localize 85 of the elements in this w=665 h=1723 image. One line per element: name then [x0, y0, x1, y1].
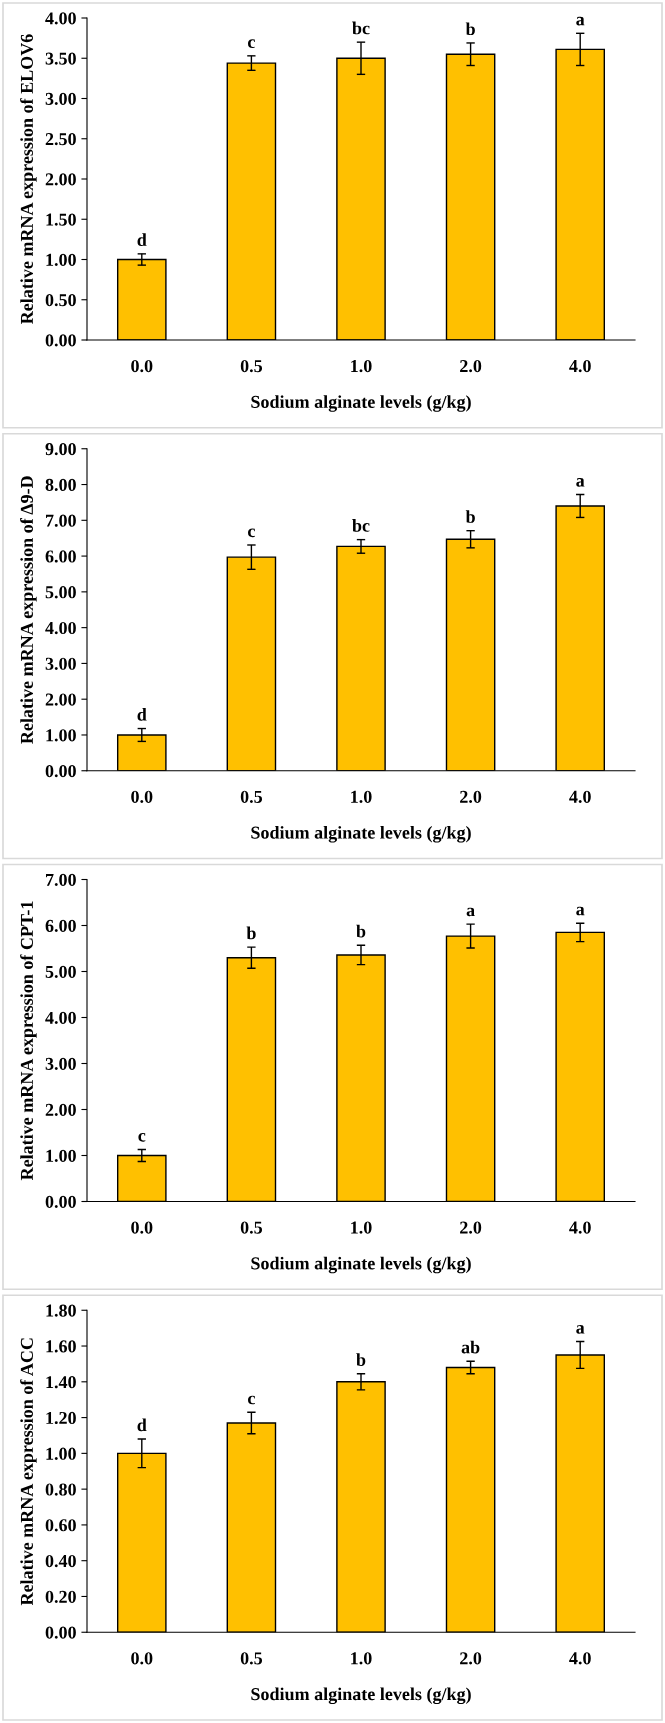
x-tick-label: 4.0 [569, 359, 591, 373]
y-tick-label: 1.50 [46, 213, 76, 226]
annotation: b [465, 510, 475, 523]
y-tick-label: 3.00 [45, 1057, 76, 1071]
y-tick-label: 4.00 [45, 12, 76, 25]
y-tick-label: 1.40 [46, 1376, 76, 1389]
y-tick-label: 7.00 [46, 873, 76, 887]
annotation: d [137, 707, 147, 721]
x-tick-label: 4.0 [569, 790, 591, 803]
y-tick-label: 0.80 [45, 1483, 76, 1496]
y-tick-label: 6.00 [45, 550, 76, 563]
annotation: c [138, 1133, 146, 1142]
y-tick-label: 1.60 [46, 1340, 76, 1353]
x-tick-label: 0.0 [131, 1221, 153, 1234]
annotation: bc [352, 519, 370, 532]
annotation: a [466, 907, 475, 917]
annotation: a [576, 906, 585, 916]
annotation: b [356, 1353, 366, 1366]
x-tick-label: 2.0 [460, 359, 482, 373]
y-axis-title: Relative mRNA expression of Δ9-D [20, 476, 37, 744]
x-tick-label: 0.0 [131, 790, 153, 803]
y-tick-label: 0.00 [45, 1195, 76, 1209]
y-tick-label: 0.50 [45, 294, 76, 307]
x-tick-label: 1.0 [351, 1652, 372, 1665]
x-tick-label: 2.0 [460, 790, 482, 803]
x-tick-label: 0.0 [131, 1652, 153, 1665]
y-tick-label: 5.00 [45, 965, 76, 979]
y-tick-label: 3.00 [45, 657, 76, 670]
y-tick-label: 2.50 [45, 133, 76, 146]
x-tick-label: 2.0 [460, 1652, 482, 1665]
x-tick-label: 4.0 [569, 1652, 591, 1665]
annotation: b [356, 924, 366, 938]
x-tick-label: 1.0 [351, 790, 372, 803]
y-tick-label: 4.00 [45, 621, 76, 635]
annotation: b [246, 926, 256, 940]
annotation: bc [352, 21, 370, 35]
x-axis-title: Sodium alginate levels (g/kg) [251, 826, 471, 843]
x-axis-title: Sodium alginate levels (g/kg) [251, 1256, 471, 1274]
y-tick-label: 2.00 [45, 1103, 76, 1117]
y-axis-title: Relative mRNA expression of ACC [20, 1338, 37, 1606]
y-tick-label: 1.00 [46, 729, 76, 742]
annotation: c [248, 1395, 255, 1405]
y-tick-label: 1.00 [46, 1149, 76, 1163]
annotation: ab [461, 1340, 480, 1354]
y-axis-title: Relative mRNA expression of CPT-1 [20, 901, 37, 1181]
x-axis-title: Sodium alginate levels (g/kg) [251, 395, 471, 412]
y-tick-label: 0.00 [45, 1626, 76, 1639]
x-tick-label: 0.0 [131, 359, 153, 373]
x-tick-label: 0.5 [240, 359, 263, 373]
y-axis-title: Relative mRNA expression of ELOV6 [20, 34, 37, 324]
y-tick-label: 1.20 [46, 1411, 76, 1425]
x-tick-label: 0.5 [240, 1652, 263, 1665]
annotation: c [248, 528, 255, 538]
y-tick-label: 5.00 [45, 586, 76, 599]
annotation: a [576, 478, 585, 487]
x-tick-label: 1.0 [351, 1221, 372, 1234]
y-tick-label: 3.00 [45, 92, 76, 106]
y-tick-label: 7.00 [46, 514, 76, 527]
y-tick-label: 0.60 [45, 1519, 76, 1532]
y-tick-label: 2.00 [45, 693, 76, 706]
x-tick-label: 4.0 [569, 1221, 591, 1234]
x-tick-label: 0.5 [240, 1221, 263, 1234]
annotation: a [576, 16, 585, 26]
y-tick-label: 0.20 [45, 1590, 76, 1603]
annotation: b [465, 22, 475, 36]
annotation: a [576, 1325, 585, 1334]
y-tick-label: 0.00 [45, 334, 76, 347]
y-tick-label: 9.00 [45, 443, 76, 456]
x-tick-label: 2.0 [460, 1221, 482, 1234]
annotation: c [248, 39, 255, 48]
x-axis-title: Sodium alginate levels (g/kg) [251, 1687, 471, 1705]
y-tick-label: 1.00 [46, 1447, 76, 1460]
y-tick-label: 1.80 [46, 1304, 76, 1317]
y-tick-label: 6.00 [45, 919, 76, 933]
y-tick-label: 2.00 [45, 173, 76, 186]
y-tick-label: 8.00 [45, 478, 76, 492]
y-tick-label: 0.00 [45, 765, 76, 778]
y-tick-label: 3.50 [45, 52, 76, 65]
y-tick-label: 0.40 [45, 1554, 76, 1568]
x-tick-label: 1.0 [351, 359, 372, 373]
y-tick-label: 4.00 [45, 1011, 76, 1025]
annotation: d [137, 233, 147, 247]
y-tick-label: 1.00 [46, 253, 76, 267]
annotation: d [137, 1418, 147, 1432]
x-tick-label: 0.5 [240, 790, 263, 803]
